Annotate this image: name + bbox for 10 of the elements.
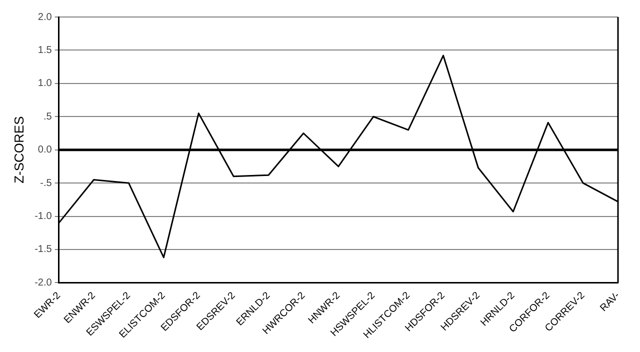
y-tick-label: 1.0 [38, 78, 52, 90]
y-tick-label: 1.5 [38, 44, 52, 56]
y-tick-label: 0.0 [38, 144, 52, 156]
y-axis-title: Z-SCORES [11, 116, 26, 184]
y-tick-label: .5 [43, 111, 52, 122]
y-tick-label: -1.0 [34, 211, 52, 222]
y-tick-label: -.5 [40, 178, 52, 189]
y-tick-label: -2.0 [34, 277, 52, 288]
y-tick-label: 2.0 [38, 12, 52, 23]
y-tick-label: -1.5 [34, 244, 52, 256]
